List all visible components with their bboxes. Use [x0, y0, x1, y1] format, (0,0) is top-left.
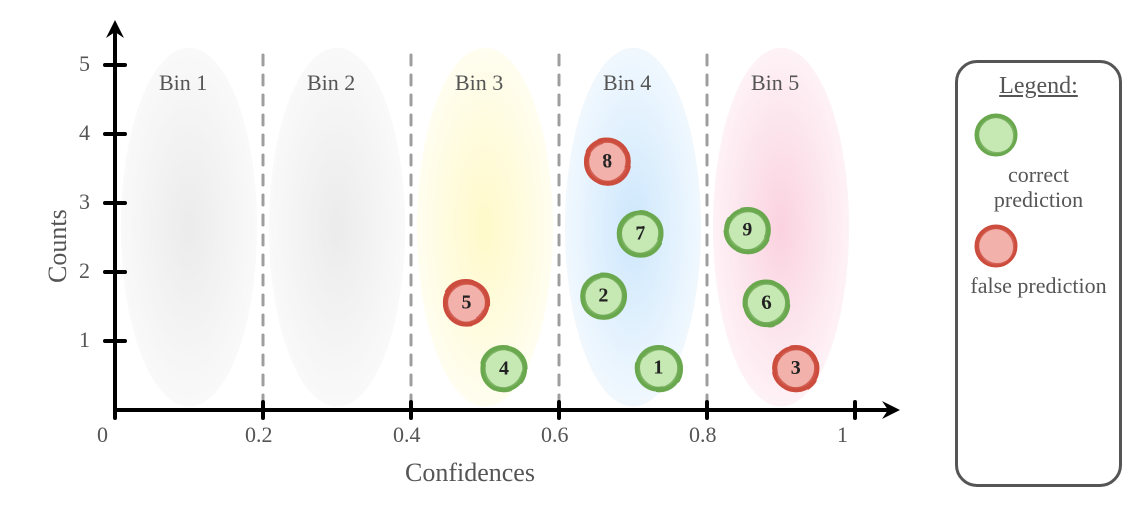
point-4-correct: 4: [481, 346, 526, 391]
svg-text:1: 1: [654, 357, 664, 379]
bin-label-5: Bin 5: [751, 70, 799, 96]
svg-text:7: 7: [635, 223, 645, 245]
legend-marker-false: [966, 219, 1026, 273]
bin-label-2: Bin 2: [307, 70, 355, 96]
point-2-correct: 2: [581, 274, 626, 319]
svg-text:6: 6: [761, 292, 771, 314]
legend-label-correct: correct prediction: [966, 162, 1111, 213]
legend-title: Legend:: [966, 73, 1111, 100]
y-tick-label-3: 4: [79, 120, 90, 146]
y-tick-label-2: 3: [79, 189, 90, 215]
svg-text:3: 3: [791, 357, 801, 379]
svg-text:5: 5: [462, 292, 472, 314]
y-axis-label: Counts: [43, 209, 73, 283]
x-tick-label-1: 0.2: [245, 422, 273, 448]
bin-bg-1: [121, 48, 257, 407]
point-3-false: 3: [773, 346, 818, 391]
bin-label-3: Bin 3: [455, 70, 503, 96]
x-axis-label: Confidences: [405, 458, 535, 488]
bin-label-1: Bin 1: [159, 70, 207, 96]
y-tick-label-1: 2: [79, 258, 90, 284]
point-1-correct: 1: [636, 346, 681, 391]
svg-text:2: 2: [598, 285, 608, 307]
point-9-correct: 9: [725, 208, 770, 253]
legend-marker-correct: [966, 108, 1026, 162]
point-5-false: 5: [444, 281, 489, 326]
bin-label-4: Bin 4: [603, 70, 651, 96]
point-6-correct: 6: [744, 281, 789, 326]
legend-item-false: false prediction: [966, 219, 1111, 298]
y-tick-label-4: 5: [79, 51, 90, 77]
y-tick-label-0: 1: [79, 327, 90, 353]
legend-label-false: false prediction: [966, 273, 1111, 298]
svg-text:9: 9: [743, 219, 753, 241]
x-tick-label-5: 1: [837, 422, 848, 448]
x-tick-label-4: 0.8: [689, 422, 717, 448]
legend-item-correct: correct prediction: [966, 108, 1111, 213]
legend-box: Legend: correct prediction false predicti…: [955, 60, 1122, 487]
bin-bg-3: [417, 48, 553, 407]
x-tick-label-0: 0: [97, 422, 108, 448]
x-tick-label-3: 0.6: [541, 422, 569, 448]
svg-text:4: 4: [499, 357, 509, 379]
x-tick-label-2: 0.4: [393, 422, 421, 448]
point-8-false: 8: [585, 139, 630, 184]
point-7-correct: 7: [618, 212, 663, 257]
svg-text:8: 8: [602, 150, 612, 172]
chart-stage: 1 2 3 4 5 6 7 8 9 Confidences Counts Legend: cor…: [0, 0, 1124, 529]
bin-bg-2: [269, 48, 405, 407]
